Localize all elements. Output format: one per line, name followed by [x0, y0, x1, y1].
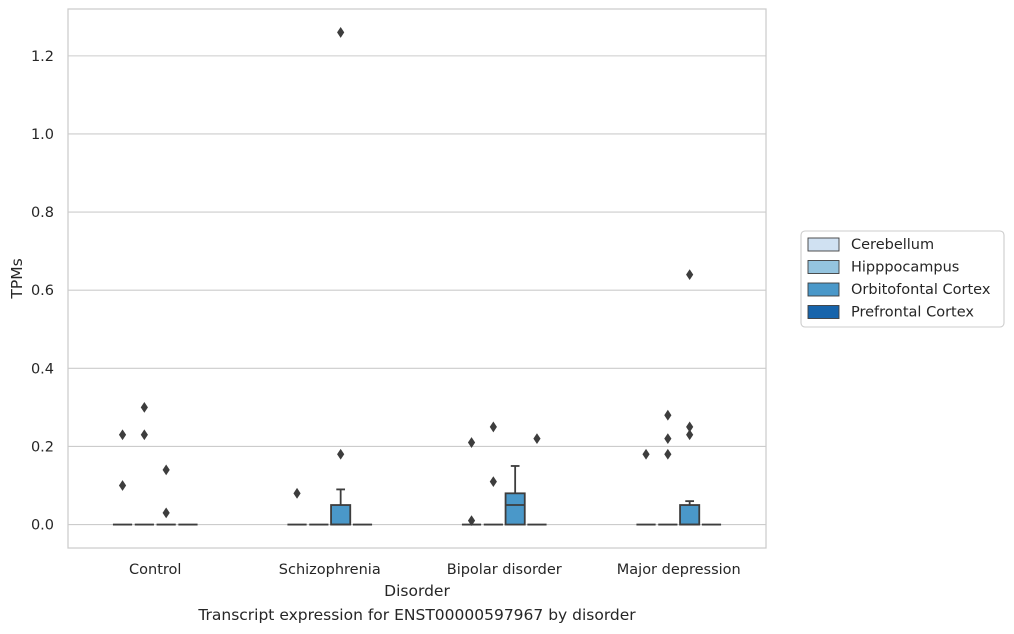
legend-label: Prefrontal Cortex: [851, 305, 974, 321]
box-body: [679, 504, 701, 526]
chart-caption: Transcript expression for ENST0000059796…: [198, 606, 636, 624]
outlier-point: [686, 421, 694, 433]
box-cerebellum-schizophrenia: [287, 487, 307, 526]
y-tick-label: 0.8: [31, 205, 54, 221]
gridlines: [68, 55, 766, 526]
y-tick-label: 0.4: [31, 361, 54, 377]
box-hipppocampus-major-depression: [658, 409, 678, 526]
box-orbitofontal-cortex-bipolar-disorder: [504, 465, 526, 526]
x-tick-label: Bipolar disorder: [447, 562, 562, 578]
box-cerebellum-major-depression: [636, 448, 656, 526]
outlier-point: [664, 409, 672, 421]
outlier-point: [140, 429, 148, 441]
y-tick-label: 0.6: [31, 283, 54, 299]
outlier-point: [140, 401, 148, 413]
outlier-point: [118, 429, 127, 441]
box-orbitofontal-cortex-control: [156, 464, 176, 526]
legend-swatch: [807, 260, 840, 274]
x-axis-ticks: Control Schizophrenia Bipolar disorder Majo…: [129, 562, 741, 578]
box-hipppocampus-bipolar-disorder: [483, 421, 503, 526]
box-orbitofontal-cortex-schizophrenia: [330, 27, 352, 526]
outlier-point: [489, 421, 497, 433]
x-tick-label: Control: [129, 562, 181, 578]
legend-swatch: [807, 305, 840, 319]
y-axis-ticks: 0.0 0.2 0.4 0.6 0.8 1.0 1.2: [31, 49, 54, 534]
legend: Cerebellum Hipppocampus Orbitofontal Corte…: [800, 230, 1005, 328]
outlier-point: [337, 448, 345, 460]
outlier-point: [293, 487, 301, 499]
outlier-point: [467, 437, 476, 448]
outlier-point: [337, 27, 345, 38]
outlier-point: [664, 448, 672, 460]
y-tick-label: 1.2: [31, 49, 54, 65]
outlier-point: [533, 433, 541, 445]
outlier-point: [162, 507, 170, 519]
box-orbitofontal-cortex-major-depression: [679, 269, 701, 526]
outlier-point: [467, 515, 476, 527]
legend-label: Orbitofontal Cortex: [851, 282, 991, 298]
y-tick-label: 0.0: [31, 518, 54, 534]
box-plot-series: [112, 27, 722, 527]
outlier-point: [642, 448, 650, 460]
outlier-point: [489, 476, 497, 488]
outlier-point: [686, 429, 694, 441]
box-cerebellum-control: [112, 429, 133, 526]
legend-frame: [800, 230, 1005, 328]
legend-swatch: [807, 237, 840, 252]
y-tick-label: 1.0: [31, 127, 54, 143]
box-prefrontal-cortex-bipolar-disorder: [527, 433, 547, 526]
box-hipppocampus-control: [134, 401, 154, 526]
legend-label: Hipppocampus: [851, 260, 959, 276]
outlier-point: [686, 269, 694, 280]
outlier-point: [162, 464, 170, 476]
y-tick-label: 0.2: [31, 439, 54, 455]
legend-swatch: [807, 282, 840, 297]
box-body: [504, 492, 526, 526]
legend-label: Cerebellum: [851, 237, 934, 253]
x-axis-label: Disorder: [384, 582, 450, 600]
plot-area-frame: [67, 8, 767, 549]
outlier-point: [664, 433, 672, 445]
x-tick-label: Major depression: [617, 562, 741, 578]
box-body: [330, 504, 352, 526]
x-tick-label: Schizophrenia: [279, 562, 381, 578]
box-cerebellum-bipolar-disorder: [461, 437, 482, 527]
outlier-point: [118, 480, 127, 491]
y-axis-label: TPMs: [8, 258, 26, 299]
